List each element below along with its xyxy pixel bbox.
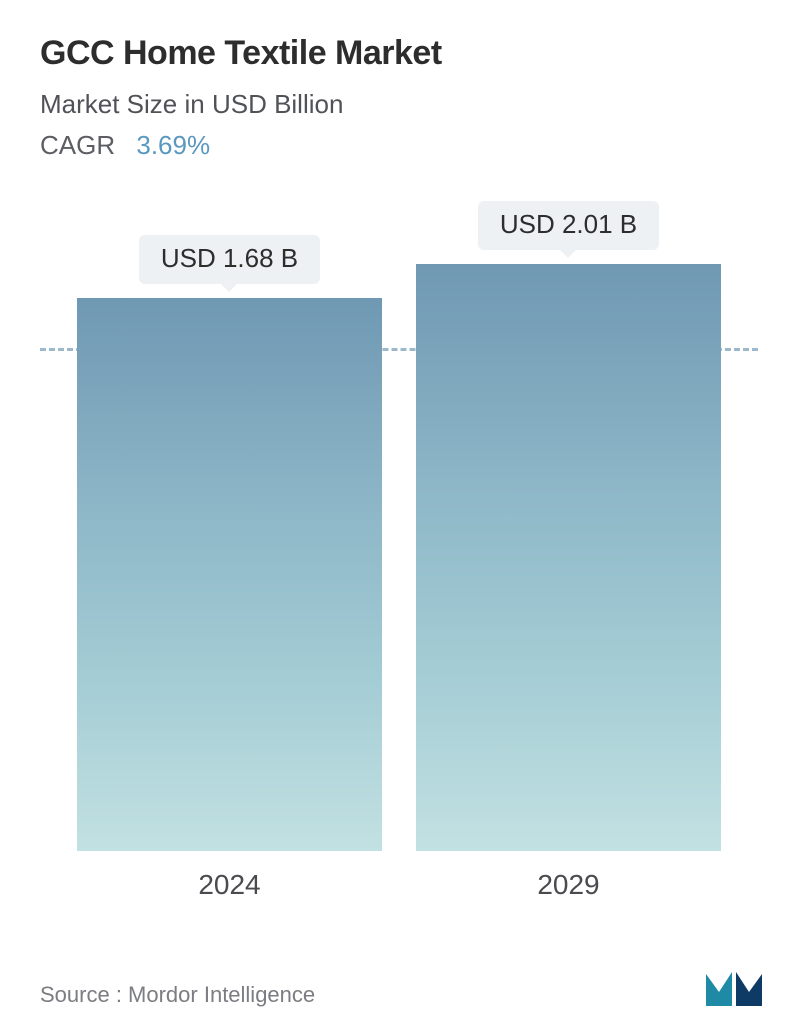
bar-column-2029: USD 2.01 B 2029 <box>416 201 721 901</box>
value-badge: USD 1.68 B <box>139 235 320 284</box>
cagr-value: 3.69% <box>136 130 210 160</box>
cagr-label: CAGR <box>40 130 115 160</box>
source-text: Source : Mordor Intelligence <box>40 982 315 1008</box>
x-axis-label: 2029 <box>537 869 599 901</box>
bar-2029 <box>416 264 721 851</box>
bar-column-2024: USD 1.68 B 2024 <box>77 201 382 901</box>
footer: Source : Mordor Intelligence <box>40 968 766 1008</box>
bar-chart: USD 1.68 B 2024 USD 2.01 B 2029 <box>40 201 758 901</box>
x-axis-label: 2024 <box>198 869 260 901</box>
chart-subtitle: Market Size in USD Billion <box>40 89 758 120</box>
value-badge: USD 2.01 B <box>478 201 659 250</box>
bars-group: USD 1.68 B 2024 USD 2.01 B 2029 <box>40 201 758 901</box>
cagr-row: CAGR 3.69% <box>40 130 758 161</box>
chart-container: GCC Home Textile Market Market Size in U… <box>0 0 796 1034</box>
brand-logo-icon <box>704 968 766 1008</box>
bar-2024 <box>77 298 382 851</box>
chart-title: GCC Home Textile Market <box>40 34 758 73</box>
